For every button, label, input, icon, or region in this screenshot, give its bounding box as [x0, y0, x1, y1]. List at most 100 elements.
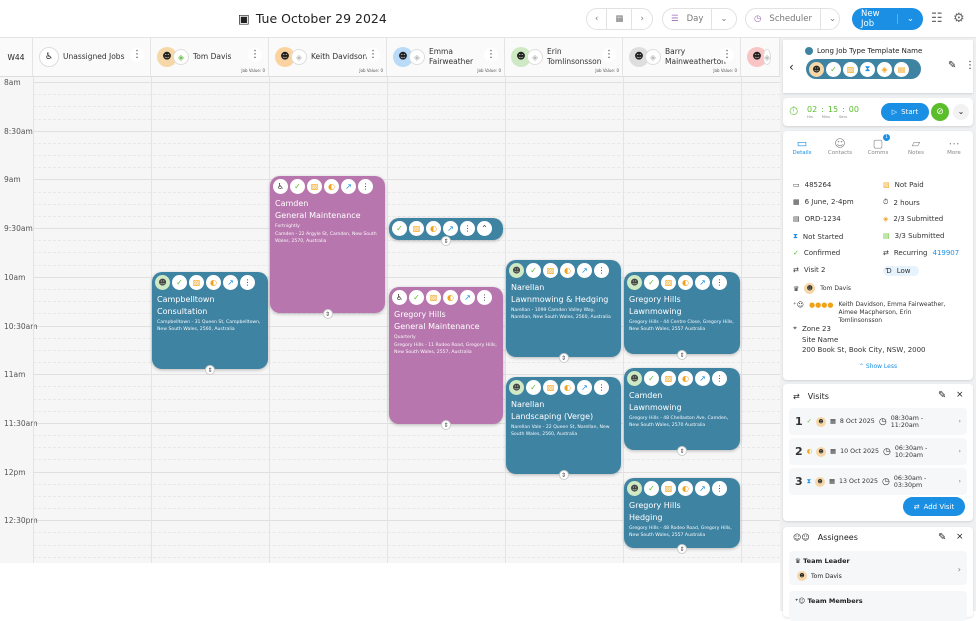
collapse-icon[interactable]: ⨯: [956, 390, 964, 400]
more-icon[interactable]: ⋮: [712, 275, 727, 290]
not-paid-icon[interactable]: ▨: [661, 275, 676, 290]
column-header[interactable]: ☻ ◈ Erin Tomlinsonsson ⋮ Job Value: 0: [505, 38, 623, 77]
thumbs-up-icon[interactable]: ✓: [392, 221, 407, 236]
thumbs-up-icon[interactable]: ✓: [409, 290, 424, 305]
resize-handle[interactable]: ⇕: [205, 365, 215, 375]
progress-icon[interactable]: ◐: [206, 275, 221, 290]
more-icon[interactable]: ⋮: [594, 263, 609, 278]
thumbs-up-icon[interactable]: ✓: [644, 481, 659, 496]
resize-handle[interactable]: ⇕: [677, 350, 687, 360]
external-link-icon[interactable]: ↗: [443, 221, 458, 236]
thumbs-up-icon[interactable]: ✓: [526, 380, 541, 395]
column-header[interactable]: ☻ ◈ Barry Mainweatherton ⋮ Job Value: 0: [623, 38, 741, 77]
new-job-button[interactable]: New Job ⌄: [852, 8, 923, 30]
not-paid-icon[interactable]: ▨: [426, 290, 441, 305]
external-link-icon[interactable]: ↗: [460, 290, 475, 305]
back-icon[interactable]: ‹: [789, 60, 794, 74]
not-paid-icon[interactable]: ▨: [307, 179, 322, 194]
more-icon[interactable]: ⋮: [240, 275, 255, 290]
resize-handle[interactable]: ⇕: [677, 544, 687, 554]
tab-comms[interactable]: ▢ Comms 1: [859, 134, 897, 156]
job-card[interactable]: ☻ ✓ ▨ ◐ ↗ ⋮ Gregory Hills Hedging Gregory Hills …: [624, 478, 740, 554]
team-leader-section[interactable]: ♛ Team Leader ☻ Tom Davis ›: [789, 551, 967, 585]
document-icon[interactable]: ▤: [894, 61, 909, 77]
edit-icon[interactable]: ✎: [948, 60, 957, 71]
more-icon[interactable]: ⋮: [594, 380, 609, 395]
start-button[interactable]: ▷ Start: [881, 103, 929, 121]
more-icon[interactable]: ⋮: [712, 481, 727, 496]
not-paid-icon[interactable]: ▨: [409, 221, 424, 236]
prev-day-button[interactable]: ‹: [595, 14, 599, 24]
more-icon[interactable]: ⋮: [720, 48, 734, 62]
collapse-icon[interactable]: ⨯: [956, 532, 964, 542]
shield-icon[interactable]: ◈: [877, 61, 892, 77]
chevron-up-icon[interactable]: ⌃: [477, 221, 492, 236]
column-header[interactable]: ☻ ◈: [741, 38, 780, 77]
thumbs-up-icon[interactable]: ✓: [172, 275, 187, 290]
edit-icon[interactable]: ✎: [938, 390, 947, 401]
more-icon[interactable]: ⋮: [130, 48, 144, 62]
job-card-collapsed[interactable]: ✓ ▨ ◐ ↗ ⋮ ⌃ ⇕: [389, 218, 503, 246]
job-card[interactable]: ♿ ✓ ▨ ◐ ↗ ⋮ Gregory Hills General Maintenance Qu…: [389, 287, 503, 430]
progress-icon[interactable]: ◐: [678, 275, 693, 290]
job-card[interactable]: ☻ ✓ ▨ ◐ ↗ ⋮ Narellan Landscaping (Verge) Narella…: [506, 377, 621, 480]
thumbs-up-icon[interactable]: ✓: [526, 263, 541, 278]
job-card[interactable]: ☻ ✓ ▨ ◐ ↗ ⋮ Camden Lawnmowing Gregory Hills - 48…: [624, 368, 740, 456]
show-less-button[interactable]: ⌃ Show Less: [858, 363, 898, 370]
more-icon[interactable]: ⋮: [358, 179, 373, 194]
column-header[interactable]: ☻ ◈ Tom Davis ⋮ Job Value: 0: [151, 38, 269, 77]
detail-item[interactable]: ⇄ Recurring 419907: [883, 249, 960, 257]
chevron-down-icon[interactable]: ⌄: [953, 104, 969, 120]
visit-row[interactable]: 1 ✓ ☻ ▦ 8 Oct 2025 ◷ 08:30am - 11:20am ›: [789, 408, 967, 435]
thumbs-up-icon[interactable]: ✓: [644, 275, 659, 290]
external-link-icon[interactable]: ↗: [695, 275, 710, 290]
progress-icon[interactable]: ◐: [560, 380, 575, 395]
current-date[interactable]: ▣ Tue October 29 2024: [238, 11, 387, 26]
job-card[interactable]: ☻ ✓ ▨ ◐ ↗ ⋮ Gregory Hills Lawnmowing Gregory Hil…: [624, 272, 740, 360]
next-day-button[interactable]: ›: [631, 9, 651, 29]
job-card[interactable]: ☻ ✓ ▨ ◐ ↗ ⋮ Narellan Lawnmowing & Hedging Narell…: [506, 260, 621, 363]
progress-icon[interactable]: ◐: [678, 481, 693, 496]
progress-icon[interactable]: ◐: [324, 179, 339, 194]
column-header[interactable]: ☻ ◈ Keith Davidson ⋮ Job Value: 0: [269, 38, 387, 77]
not-paid-icon[interactable]: ▨: [661, 481, 676, 496]
progress-icon[interactable]: ◐: [678, 371, 693, 386]
job-card[interactable]: ♿ ✓ ▨ ◐ ↗ ⋮ Camden General Maintenance Fortnight…: [270, 176, 385, 319]
chevron-down-icon[interactable]: ⌄: [896, 14, 923, 24]
resize-handle[interactable]: ⇕: [558, 353, 569, 363]
progress-icon[interactable]: ◐: [443, 290, 458, 305]
resize-handle[interactable]: ⇕: [558, 470, 569, 480]
thumbs-up-icon[interactable]: ✓: [644, 371, 659, 386]
thumbs-up-icon[interactable]: ✓: [826, 61, 841, 77]
more-icon[interactable]: ⋮: [712, 371, 727, 386]
resize-handle[interactable]: ⇕: [441, 420, 451, 430]
tab-details[interactable]: ▭ Details: [783, 137, 821, 156]
more-icon[interactable]: ⋮: [602, 48, 616, 62]
more-icon[interactable]: ⋮: [248, 48, 262, 62]
edit-icon[interactable]: ✎: [938, 532, 947, 543]
add-visit-button[interactable]: ⇄ Add Visit: [903, 497, 965, 516]
mode-select[interactable]: ◷ Scheduler ⌄: [745, 8, 840, 30]
calendar-picker-button[interactable]: ▦: [606, 9, 631, 29]
more-icon[interactable]: ⋮: [484, 48, 498, 62]
tab-contacts[interactable]: ☺ Contacts: [821, 137, 859, 156]
external-link-icon[interactable]: ↗: [577, 380, 592, 395]
gear-icon[interactable]: ⚙: [953, 11, 965, 26]
resize-handle[interactable]: ⇕: [322, 309, 333, 319]
hourglass-icon[interactable]: ⧗: [860, 61, 875, 77]
external-link-icon[interactable]: ↗: [695, 481, 710, 496]
job-card[interactable]: ☻ ✓ ▨ ◐ ↗ ⋮ Campbelltown Consultation Campbellto…: [152, 272, 268, 375]
tab-more[interactable]: ⋯ More: [935, 137, 973, 156]
external-link-icon[interactable]: ↗: [341, 179, 356, 194]
external-link-icon[interactable]: ↗: [577, 263, 592, 278]
progress-icon[interactable]: ◐: [560, 263, 575, 278]
view-select[interactable]: ☰ Day ⌄: [662, 8, 737, 30]
thumbs-up-icon[interactable]: ✓: [290, 179, 305, 194]
filter-icon[interactable]: ☷: [931, 11, 943, 26]
column-header[interactable]: ♿ Unassigned Jobs ⋮: [33, 38, 151, 77]
complete-button[interactable]: ⊘: [931, 103, 949, 121]
column-header[interactable]: ☻ ◈ Emma Fairweather ⋮ Job Value: 0: [387, 38, 505, 77]
external-link-icon[interactable]: ↗: [223, 275, 238, 290]
visit-row[interactable]: 2 ◐ ☻ ▦ 10 Oct 2025 ◷ 06:30am - 10:20am ›: [789, 438, 967, 465]
not-paid-icon[interactable]: ▨: [843, 61, 858, 77]
